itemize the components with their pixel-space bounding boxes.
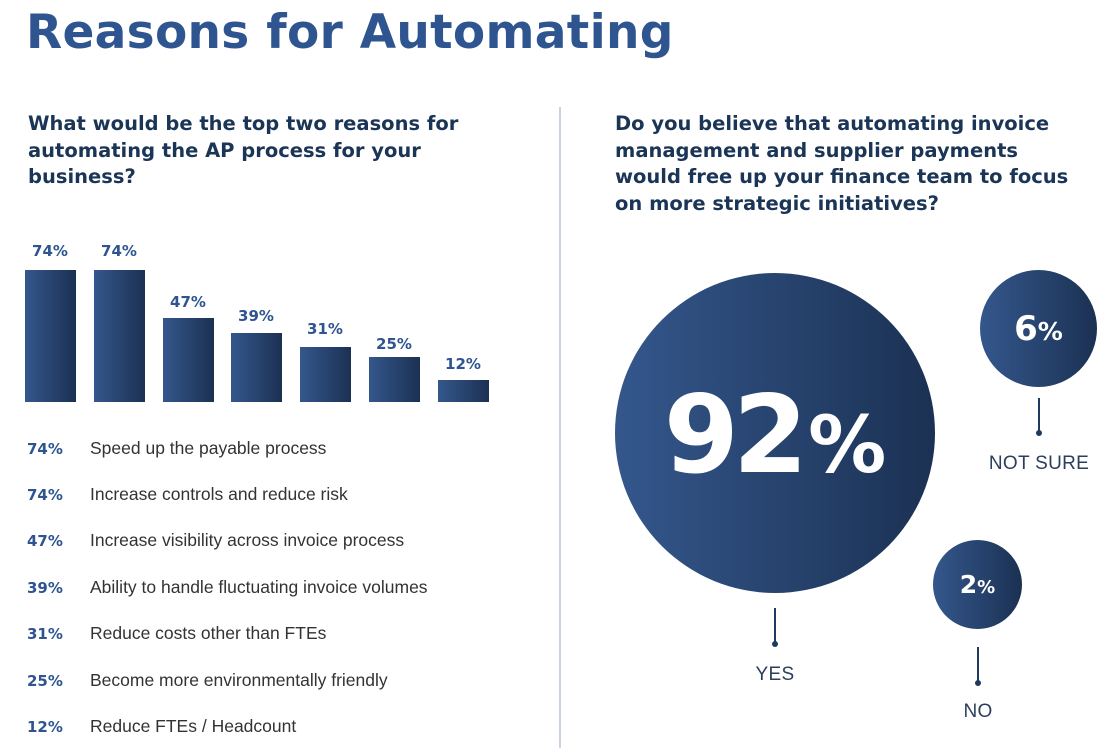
legend-label: Increase visibility across invoice proce… (90, 530, 405, 550)
legend-label: Reduce costs other than FTEs (90, 623, 327, 643)
legend-label: Speed up the payable process (90, 438, 327, 458)
page-title: Reasons for Automating (26, 5, 674, 60)
percent-sign: % (1037, 316, 1063, 346)
connector-line (774, 608, 776, 644)
legend-row: 74% Speed up the payable process (0, 435, 540, 465)
caption-not-sure: NOT SURE (988, 453, 1090, 474)
reasons-bar-chart: 74% 74% 47% 39% 31% 25% 12% (0, 230, 520, 405)
bar-value-label: 47% (170, 293, 206, 311)
bar-value-label: 31% (307, 320, 343, 338)
legend-pct: 47% (27, 532, 63, 550)
legend-row: 74% Increase controls and reduce risk (0, 481, 540, 511)
bar-visibility (163, 318, 214, 402)
legend-label: Become more environmentally friendly (90, 670, 388, 690)
percent-sign: % (977, 577, 996, 598)
legend-row: 12% Reduce FTEs / Headcount (0, 713, 540, 743)
bubble-not-sure: 6 % (980, 270, 1097, 387)
legend-pct: 31% (27, 625, 63, 643)
legend-pct: 39% (27, 579, 63, 597)
bar-value-label: 74% (101, 242, 137, 260)
bar-value-label: 12% (445, 355, 481, 373)
connector-line (1038, 398, 1040, 432)
bar-value-label: 74% (32, 242, 68, 260)
bar-value-label: 25% (376, 335, 412, 353)
right-question: Do you believe that automating invoice m… (615, 112, 1069, 215)
legend-row: 31% Reduce costs other than FTEs (0, 620, 540, 650)
caption-no: NO (963, 701, 993, 722)
connector-line (977, 647, 979, 683)
bar-reduce-ftes (438, 380, 489, 402)
connector-dot (772, 641, 778, 647)
bar-fluctuating-volumes (231, 333, 282, 402)
bar-environment (369, 357, 420, 402)
legend-pct: 12% (27, 718, 63, 736)
legend-label: Ability to handle fluctuating invoice vo… (90, 577, 428, 597)
legend-pct: 25% (27, 672, 63, 690)
bubble-value: 2 (959, 570, 978, 599)
bubble-no: 2 % (933, 540, 1022, 629)
panel-divider (559, 107, 561, 748)
bubble-yes: 92 % (615, 273, 935, 593)
legend-row: 25% Become more environmentally friendly (0, 667, 540, 697)
bar-increase-controls (94, 270, 145, 402)
bar-reduce-costs (300, 347, 351, 402)
legend-pct: 74% (27, 486, 63, 504)
legend-row: 39% Ability to handle fluctuating invoic… (0, 574, 540, 604)
connector-dot (975, 680, 981, 686)
connector-dot (1036, 430, 1042, 436)
legend-pct: 74% (27, 440, 63, 458)
caption-yes: YES (755, 664, 795, 685)
bar-speed-up (25, 270, 76, 402)
bubble-value: 6 (1014, 308, 1038, 349)
legend-row: 47% Increase visibility across invoice p… (0, 527, 540, 557)
legend-label: Reduce FTEs / Headcount (90, 716, 297, 736)
legend-label: Increase controls and reduce risk (90, 484, 348, 504)
bar-value-label: 39% (238, 307, 274, 325)
bubble-value: 92 (663, 372, 808, 498)
percent-sign: % (808, 400, 887, 491)
left-question: What would be the top two reasons for au… (28, 112, 459, 188)
